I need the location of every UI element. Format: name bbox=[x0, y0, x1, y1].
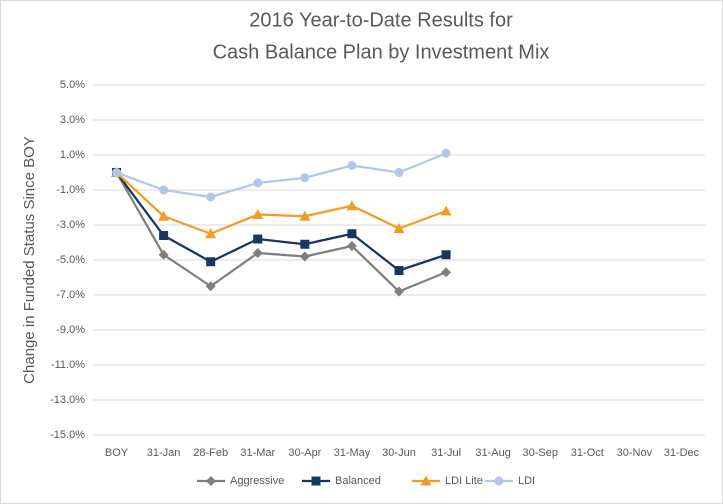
legend-label: LDI Lite bbox=[445, 475, 483, 487]
chart-title: Cash Balance Plan by Investment Mix bbox=[213, 41, 550, 63]
data-point bbox=[394, 286, 404, 297]
data-point bbox=[394, 168, 404, 177]
x-tick-label: 31-Aug bbox=[475, 447, 510, 459]
x-tick-label: 31-Oct bbox=[571, 447, 604, 459]
y-axis-label: Change in Funded Status Since BOY bbox=[21, 136, 38, 384]
legend-label: Balanced bbox=[335, 475, 381, 487]
legend-marker bbox=[206, 476, 216, 486]
y-tick-label: 1.0% bbox=[60, 149, 85, 161]
series-line bbox=[115, 171, 447, 235]
data-point bbox=[347, 229, 357, 239]
data-point bbox=[441, 267, 452, 278]
data-point bbox=[299, 210, 311, 221]
data-point bbox=[159, 231, 169, 240]
data-point bbox=[252, 248, 263, 258]
data-point bbox=[206, 192, 216, 202]
data-point bbox=[300, 173, 310, 183]
x-tick-label: 31-Dec bbox=[664, 447, 700, 459]
series-line bbox=[115, 171, 447, 293]
data-point bbox=[252, 209, 264, 219]
y-tick-label: -11.0% bbox=[51, 359, 85, 371]
x-tick-label: 28-Feb bbox=[193, 447, 228, 459]
y-tick-label: -5.0% bbox=[56, 254, 85, 266]
data-point bbox=[205, 228, 217, 239]
data-point bbox=[394, 266, 404, 275]
y-tick-label: 5.0% bbox=[60, 79, 85, 91]
series-line bbox=[115, 171, 447, 272]
data-point bbox=[253, 178, 263, 188]
legend-label: Aggressive bbox=[230, 475, 284, 487]
legend-marker bbox=[494, 476, 504, 486]
x-tick-label: 30-Jun bbox=[382, 447, 416, 459]
x-tick-label: 30-Nov bbox=[617, 447, 653, 459]
chart-title: 2016 Year-to-Date Results for bbox=[249, 9, 513, 31]
data-point bbox=[346, 200, 358, 211]
data-point bbox=[205, 281, 216, 292]
data-point bbox=[441, 250, 451, 260]
data-point bbox=[300, 239, 310, 249]
data-point bbox=[158, 210, 170, 221]
legend-label: LDI bbox=[518, 475, 535, 487]
x-tick-label: 31-Jan bbox=[147, 447, 181, 459]
legend-marker bbox=[311, 476, 321, 486]
data-point bbox=[440, 205, 452, 216]
y-tick-label: -7.0% bbox=[56, 289, 85, 301]
x-tick-label: 31-May bbox=[334, 447, 371, 459]
data-point bbox=[159, 185, 169, 195]
y-tick-label: -3.0% bbox=[56, 219, 85, 231]
data-point bbox=[206, 257, 216, 267]
y-tick-label: -15.0% bbox=[50, 429, 85, 441]
data-point bbox=[347, 161, 357, 170]
y-tick-label: 3.0% bbox=[60, 114, 85, 126]
y-tick-label: -9.0% bbox=[56, 324, 85, 336]
x-tick-label: 31-Jul bbox=[431, 447, 461, 459]
x-tick-label: 30-Apr bbox=[288, 447, 321, 459]
series-line bbox=[116, 152, 447, 199]
y-tick-label: -1.0% bbox=[56, 184, 85, 196]
legend-marker bbox=[420, 475, 432, 486]
data-point bbox=[441, 148, 451, 158]
data-point bbox=[112, 168, 122, 177]
data-point bbox=[346, 241, 357, 251]
data-point bbox=[393, 223, 405, 233]
x-tick-label: BOY bbox=[105, 447, 129, 459]
data-point bbox=[253, 234, 263, 244]
y-tick-label: -13.0% bbox=[50, 394, 85, 406]
x-tick-label: 30-Sep bbox=[522, 447, 557, 459]
data-point bbox=[299, 251, 310, 262]
x-tick-label: 31-Mar bbox=[240, 447, 275, 459]
data-point bbox=[158, 249, 169, 260]
